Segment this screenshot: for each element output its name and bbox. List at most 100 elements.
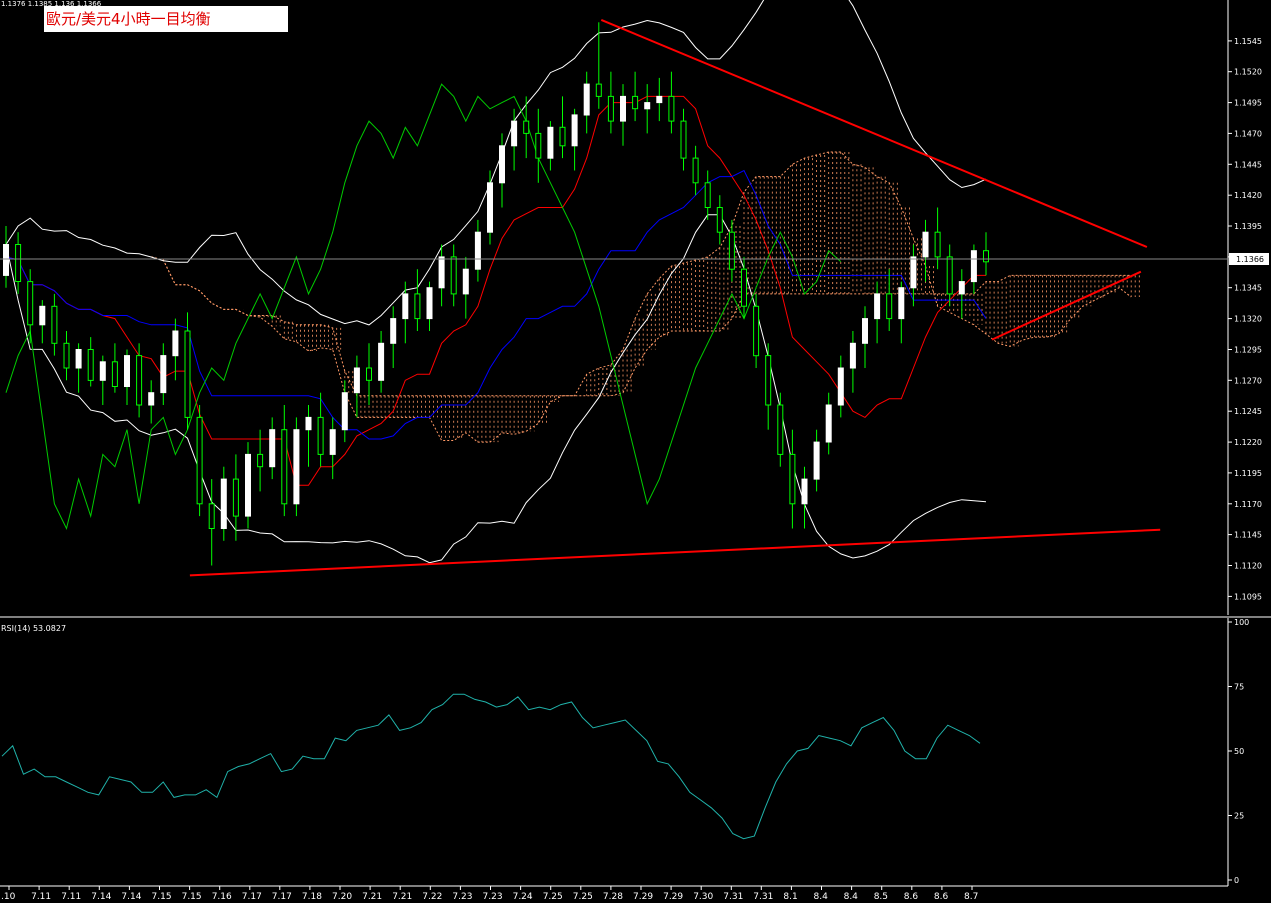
- candle-body: [620, 95, 626, 122]
- candle-body: [607, 95, 614, 122]
- rsi-tick-label: 50: [1234, 747, 1244, 756]
- time-tick-label: 7.18: [302, 892, 322, 902]
- candle-body: [849, 342, 856, 369]
- candle-body: [716, 207, 723, 233]
- time-tick-label: 7.25: [573, 892, 593, 902]
- time-tick-label: 7.16: [212, 892, 232, 902]
- price-tick-label: 1.1120: [1234, 562, 1262, 571]
- candle-body: [462, 268, 469, 295]
- ohlc-readout: 1.1376 1.1385 1.136 1.1366: [1, 0, 102, 8]
- time-tick-label: 7.29: [663, 892, 683, 902]
- candle-body: [172, 330, 179, 357]
- price-tick-label: 1.1095: [1234, 592, 1262, 601]
- candle-body: [922, 231, 929, 258]
- chikou-span: [5, 83, 842, 530]
- candle-body: [970, 250, 977, 283]
- bollinger-upper: [5, 0, 987, 326]
- price-tick-label: 1.1320: [1234, 315, 1262, 324]
- candle-body: [632, 95, 639, 110]
- trendlines: [189, 18, 1161, 577]
- rising-trendline: [991, 270, 1142, 341]
- bollinger-lower: [5, 214, 987, 564]
- candle-body: [583, 83, 590, 116]
- candle-body: [75, 349, 82, 369]
- tenkan-sen: [5, 95, 986, 486]
- time-tick-label: 8.5: [874, 892, 888, 902]
- price-tick-label: 1.1270: [1234, 376, 1262, 385]
- candle-body: [535, 132, 542, 159]
- candle-body: [281, 429, 288, 505]
- indicator-lines: [5, 0, 1132, 564]
- candle-body: [825, 404, 832, 443]
- price-tick-label: 1.1420: [1234, 191, 1262, 200]
- candle-body: [547, 126, 554, 159]
- time-tick-label: 7.24: [513, 892, 533, 902]
- candle-body: [148, 392, 155, 406]
- support-trendline: [189, 528, 1161, 577]
- candle-body: [353, 367, 360, 394]
- candle-body: [765, 355, 772, 406]
- candle-body: [378, 342, 385, 381]
- candle-body: [305, 416, 312, 431]
- candle-body: [366, 367, 372, 381]
- rsi-label: RSI(14) 53.0827: [1, 624, 66, 633]
- current-price-box: [1229, 253, 1269, 265]
- price-tick-label: 1.1145: [1234, 531, 1262, 540]
- candle-body: [317, 416, 324, 455]
- time-tick-label: 7.23: [483, 892, 503, 902]
- price-tick-label: 1.1170: [1234, 500, 1262, 509]
- rsi-tick-label: 75: [1234, 683, 1244, 692]
- time-tick-label: 7.11: [31, 892, 51, 902]
- candle-body: [958, 281, 965, 295]
- candle-body: [232, 478, 239, 517]
- candle-body: [87, 349, 94, 381]
- time-tick-label: 7.14: [91, 892, 111, 902]
- time-tick-label: 8.7: [964, 892, 978, 902]
- rsi-line: [1, 693, 981, 840]
- candle-body: [474, 231, 481, 270]
- rsi-tick-label: 0: [1234, 876, 1239, 885]
- candle-body: [51, 305, 58, 344]
- candle-body: [414, 293, 421, 320]
- time-tick-label: 8.6: [904, 892, 919, 902]
- time-tick-label: 7.20: [332, 892, 352, 902]
- time-tick-label: 8.4: [844, 892, 859, 902]
- current-price-label: 1.1366: [1236, 255, 1264, 264]
- price-tick-label: 1.1295: [1234, 346, 1262, 355]
- time-tick-label: 7.31: [723, 892, 743, 902]
- candle-body: [910, 256, 917, 289]
- candle-body: [63, 342, 70, 369]
- price-tick-label: 1.1395: [1234, 222, 1262, 231]
- candle-body: [837, 367, 844, 406]
- candle-body: [777, 404, 784, 455]
- candle-body: [668, 95, 675, 122]
- candle-body: [111, 361, 118, 387]
- candle-body: [160, 355, 167, 394]
- time-tick-label: 7.15: [152, 892, 172, 902]
- candle-body: [293, 429, 300, 505]
- chart-title: 歐元/美元4小時一目均衡: [46, 10, 211, 28]
- senkou-span-b: [151, 256, 1132, 397]
- price-tick-label: 1.1520: [1234, 68, 1262, 77]
- candle-body: [946, 256, 953, 295]
- time-tick-label: 7.17: [242, 892, 262, 902]
- time-tick-label: 7.17: [272, 892, 292, 902]
- time-tick-label: 7.11: [61, 892, 81, 902]
- candle-body: [220, 478, 227, 530]
- candle-body: [208, 503, 215, 529]
- time-tick-label: 8.4: [814, 892, 829, 902]
- candle-body: [886, 293, 893, 320]
- time-tick-label: 7.31: [753, 892, 773, 902]
- candle-body: [741, 268, 747, 307]
- time-tick-label: 7.21: [392, 892, 412, 902]
- time-tick-label: 7.21: [362, 892, 382, 902]
- candle-body: [680, 120, 687, 159]
- candle-body: [801, 478, 808, 505]
- candle-body: [3, 244, 9, 276]
- rsi-series-line: [1, 693, 981, 840]
- candle-body: [656, 95, 663, 104]
- candle-body: [390, 318, 397, 344]
- candle-body: [559, 126, 566, 147]
- candle-body: [983, 250, 989, 263]
